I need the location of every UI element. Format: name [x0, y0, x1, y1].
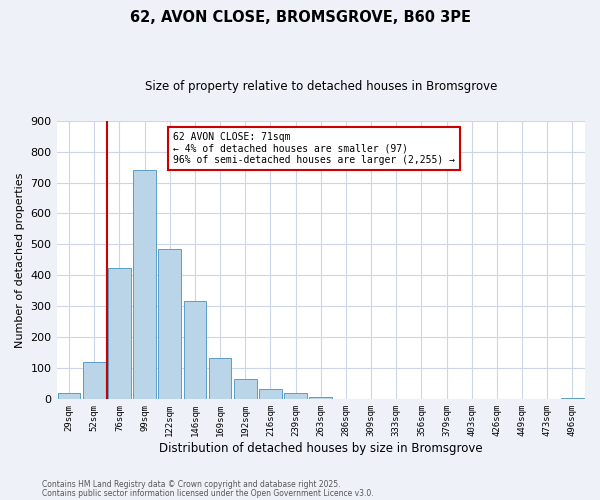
Y-axis label: Number of detached properties: Number of detached properties: [15, 172, 25, 348]
Text: 62 AVON CLOSE: 71sqm
← 4% of detached houses are smaller (97)
96% of semi-detach: 62 AVON CLOSE: 71sqm ← 4% of detached ho…: [173, 132, 455, 165]
Bar: [310, 397, 332, 400]
Bar: [83, 362, 106, 400]
Bar: [58, 392, 80, 400]
Text: Contains public sector information licensed under the Open Government Licence v3: Contains public sector information licen…: [42, 490, 374, 498]
X-axis label: Distribution of detached houses by size in Bromsgrove: Distribution of detached houses by size …: [159, 442, 482, 455]
Text: 62, AVON CLOSE, BROMSGROVE, B60 3PE: 62, AVON CLOSE, BROMSGROVE, B60 3PE: [130, 10, 470, 25]
Title: Size of property relative to detached houses in Bromsgrove: Size of property relative to detached ho…: [145, 80, 497, 93]
Bar: [259, 390, 282, 400]
Bar: [108, 268, 131, 400]
Bar: [158, 249, 181, 400]
Bar: [561, 398, 584, 400]
Bar: [209, 358, 232, 400]
Bar: [234, 379, 257, 400]
Bar: [133, 170, 156, 400]
Bar: [184, 301, 206, 400]
Bar: [284, 392, 307, 400]
Text: Contains HM Land Registry data © Crown copyright and database right 2025.: Contains HM Land Registry data © Crown c…: [42, 480, 341, 489]
